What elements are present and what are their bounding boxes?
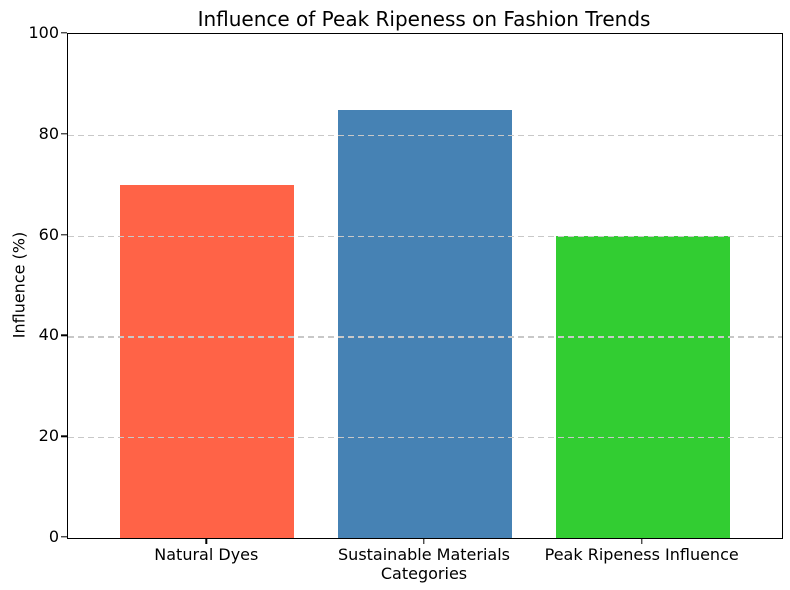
- x-tick-label: Natural Dyes: [154, 545, 259, 564]
- y-tick-mark: [61, 334, 67, 337]
- y-tick-mark: [61, 233, 67, 236]
- x-tick-mark: [423, 538, 425, 544]
- y-tick-label: 100: [28, 23, 59, 42]
- y-tick-label: 0: [48, 527, 59, 546]
- y-tick-mark: [61, 32, 67, 34]
- x-tick-label: Sustainable Materials: [338, 545, 510, 564]
- y-gridline: [68, 235, 782, 237]
- y-tick-label: 80: [38, 123, 59, 143]
- bar-peak-ripeness-influence: [555, 235, 730, 538]
- y-tick-label: 60: [38, 224, 59, 244]
- bar-sustainable-materials: [337, 109, 513, 538]
- y-axis-label: Influence (%): [9, 231, 29, 339]
- chart-title: Influence of Peak Ripeness on Fashion Tr…: [197, 7, 651, 31]
- y-tick-mark: [61, 435, 67, 437]
- y-tick-label: 40: [38, 325, 59, 345]
- y-gridline: [68, 134, 782, 137]
- plot-area: [67, 33, 783, 539]
- x-tick-mark: [640, 538, 643, 544]
- y-tick-mark: [61, 133, 67, 135]
- y-tick-label: 20: [38, 426, 59, 446]
- y-gridline: [68, 336, 782, 338]
- x-tick-mark: [205, 538, 208, 544]
- y-tick-mark: [61, 536, 67, 538]
- bar-natural-dyes: [120, 185, 295, 538]
- y-gridline: [68, 437, 782, 439]
- x-tick-label: Peak Ripeness Influence: [544, 545, 739, 564]
- x-axis-label: Categories: [380, 564, 468, 583]
